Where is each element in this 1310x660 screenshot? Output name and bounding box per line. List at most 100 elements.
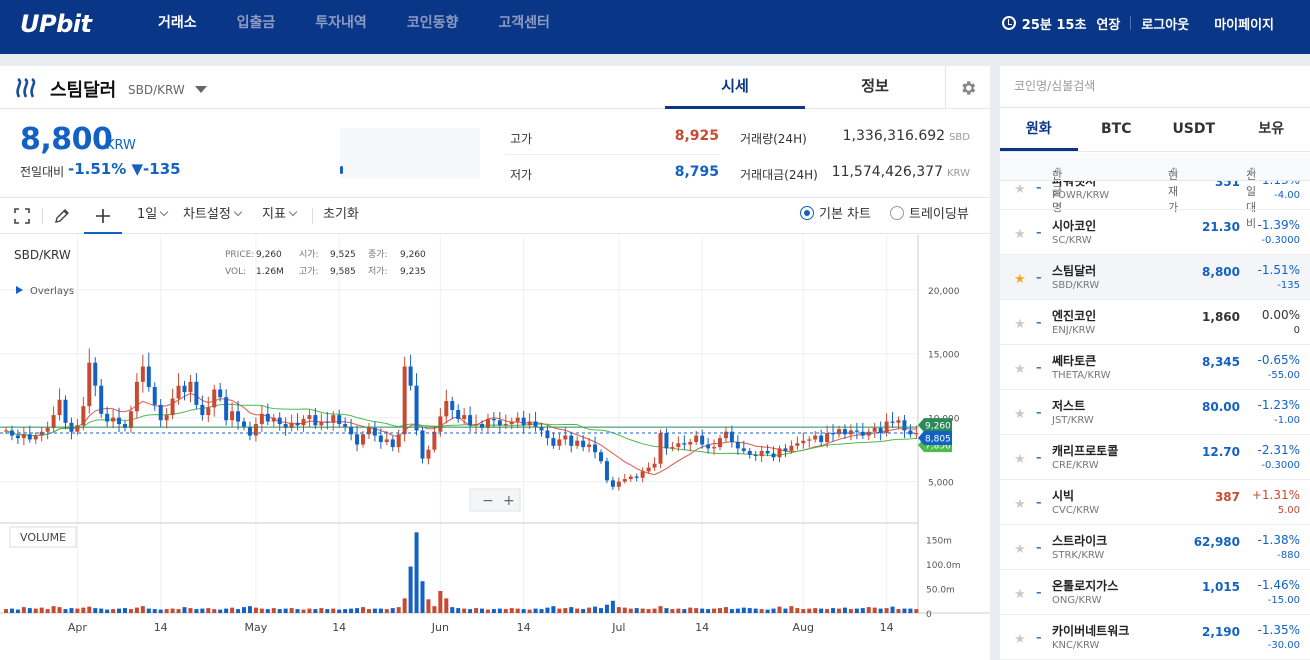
coin-row[interactable]: ★ – 캐리프로토콜 CRE/KRW 12.70 -2.31% -0.3000 bbox=[1000, 435, 1310, 480]
coin-change-pct: -1.35% bbox=[1257, 623, 1300, 637]
candle-body bbox=[509, 421, 514, 425]
tab-usdt[interactable]: USDT bbox=[1172, 121, 1216, 137]
candle-body bbox=[236, 411, 241, 422]
indicators-dropdown[interactable]: 지표 bbox=[262, 198, 298, 234]
x-axis-label: Apr bbox=[68, 621, 88, 634]
interval-dropdown[interactable]: 1일 bbox=[137, 198, 169, 234]
coin-row[interactable]: ★ – 쎄타토큰 THETA/KRW 8,345 -0.65% -55.00 bbox=[1000, 345, 1310, 390]
volume-bar bbox=[63, 609, 68, 613]
coin-row[interactable]: ★ – 시빅 CVC/KRW 387 +1.31% 5.00 bbox=[1000, 480, 1310, 525]
candle-body bbox=[349, 426, 354, 435]
coin-change-pct: -1.46% bbox=[1257, 578, 1300, 592]
settings-button[interactable] bbox=[945, 66, 990, 109]
candle-body bbox=[634, 476, 639, 478]
candle-body bbox=[474, 424, 479, 426]
extend-button[interactable]: 연장 bbox=[1096, 17, 1121, 33]
star-icon[interactable]: ★ bbox=[1014, 587, 1026, 602]
candle-body bbox=[610, 480, 615, 487]
legend-price-label: PRICE: bbox=[225, 250, 254, 260]
star-icon[interactable]: ★ bbox=[1014, 542, 1026, 557]
volume-bar bbox=[610, 600, 615, 613]
candle-body bbox=[247, 426, 252, 436]
basic-chart-radio[interactable]: 기본 차트 bbox=[800, 198, 871, 234]
coin-row[interactable]: ★– 파워렛저 POWR/KRW 351 -1.13% -4.00 bbox=[1000, 181, 1310, 210]
mypage-button[interactable]: 마이페이지 bbox=[1214, 17, 1274, 33]
coin-row[interactable]: ★ – 저스트 JST/KRW 80.00 -1.23% -1.00 bbox=[1000, 390, 1310, 435]
candle-body bbox=[819, 435, 824, 442]
chart-toolbar: 1일 차트설정 지표 초기화 기본 차트 트레이딩뷰 bbox=[0, 197, 990, 234]
volume-bar bbox=[123, 608, 127, 613]
candle-body bbox=[242, 421, 246, 427]
clock-icon bbox=[1001, 16, 1016, 30]
volume-bar bbox=[349, 608, 354, 613]
current-price-tag-bg bbox=[918, 431, 952, 446]
col-name-label: 한글명 bbox=[1052, 169, 1063, 214]
coin-name: 카이버네트워크 bbox=[1052, 624, 1130, 638]
coin-row[interactable]: ★ – 카이버네트워크 KNC/KRW 2,190 -1.35% -30.00 bbox=[1000, 615, 1310, 660]
coin-price: 12.70 bbox=[1202, 445, 1240, 459]
candle-body bbox=[747, 450, 752, 455]
star-icon[interactable]: ★ bbox=[1014, 272, 1026, 287]
candle-body bbox=[152, 386, 157, 405]
star-icon[interactable]: ★ bbox=[1014, 362, 1026, 377]
price-chart[interactable]: 20,00015,00010,0005,000Apr14May14Jun14Ju… bbox=[0, 235, 990, 660]
crosshair-button[interactable] bbox=[84, 198, 122, 234]
star-icon[interactable]: ★ bbox=[1014, 632, 1026, 647]
candle-body bbox=[99, 385, 104, 414]
volume-bar bbox=[81, 607, 86, 613]
volume-bar bbox=[777, 606, 782, 613]
star-icon[interactable]: ★ bbox=[1014, 452, 1026, 467]
coin-change-abs: -4.00 bbox=[1274, 190, 1300, 201]
tab-btc[interactable]: BTC bbox=[1101, 121, 1132, 137]
volume-bar bbox=[795, 608, 800, 613]
tab-info[interactable]: 정보 bbox=[861, 77, 889, 95]
coin-name: 쎄타토큰 bbox=[1052, 354, 1097, 368]
menu-deposit[interactable]: 입출금 bbox=[236, 15, 276, 31]
zoom-in-icon: + bbox=[503, 493, 515, 509]
candle-body bbox=[277, 417, 282, 425]
menu-support[interactable]: 고객센터 bbox=[498, 15, 550, 31]
coin-name[interactable]: 스팀달러 bbox=[50, 80, 117, 101]
menu-exchange[interactable]: 거래소 bbox=[158, 15, 197, 31]
coin-row[interactable]: ★ – 스팀달러 SBD/KRW 8,800 -1.51% -135 bbox=[1000, 255, 1310, 300]
fullscreen-button[interactable] bbox=[14, 198, 34, 234]
price-chart-svg[interactable]: 20,00015,00010,0005,000Apr14May14Jun14Ju… bbox=[0, 235, 990, 660]
draw-tool-button[interactable] bbox=[54, 198, 74, 234]
star-icon[interactable]: ★ bbox=[1014, 317, 1026, 332]
star-icon[interactable]: ★ bbox=[1014, 182, 1026, 197]
legend-vol: 1.26M bbox=[256, 267, 284, 277]
candle-body bbox=[878, 427, 883, 434]
menu-history[interactable]: 투자내역 bbox=[315, 15, 367, 31]
star-icon[interactable]: ★ bbox=[1014, 227, 1026, 242]
menu-trends[interactable]: 코인동향 bbox=[406, 15, 459, 31]
star-icon[interactable]: ★ bbox=[1014, 407, 1026, 422]
search-input[interactable]: 코인명/심볼검색 bbox=[1000, 66, 1310, 108]
minichart-dash-icon: – bbox=[1036, 406, 1042, 419]
chart-title: SBD/KRW bbox=[14, 248, 71, 262]
volume-bar bbox=[384, 609, 389, 613]
minichart-dash-icon: – bbox=[1036, 631, 1042, 644]
candle-body bbox=[319, 421, 324, 426]
coin-price: 8,345 bbox=[1202, 355, 1240, 369]
upbit-logo[interactable]: UPbit bbox=[20, 10, 92, 38]
coin-row[interactable]: ★ – 온톨로지가스 ONG/KRW 1,015 -1.46% -15.00 bbox=[1000, 570, 1310, 615]
volume-bar bbox=[557, 608, 562, 613]
chart-settings-dropdown[interactable]: 차트설정 bbox=[183, 198, 243, 234]
tab-krw[interactable]: 원화 bbox=[1000, 109, 1078, 151]
chevron-down-icon[interactable] bbox=[195, 86, 207, 93]
logout-button[interactable]: 로그아웃 bbox=[1141, 17, 1190, 33]
tradingview-radio[interactable]: 트레이딩뷰 bbox=[890, 198, 969, 234]
coin-row[interactable]: ★ – 엔진코인 ENJ/KRW 1,860 0.00% 0 bbox=[1000, 300, 1310, 345]
coin-row[interactable]: ★ – 시아코인 SC/KRW 21.30 -1.39% -0.3000 bbox=[1000, 210, 1310, 255]
coin-name: 시아코인 bbox=[1052, 219, 1097, 233]
minichart-dash-icon: – bbox=[1036, 226, 1042, 239]
tab-holdings[interactable]: 보유 bbox=[1258, 121, 1285, 137]
play-right-icon bbox=[16, 286, 23, 294]
volume-bar bbox=[587, 607, 592, 613]
tab-price[interactable]: 시세 bbox=[665, 66, 805, 109]
coin-row[interactable]: ★ – 스트라이크 STRK/KRW 62,980 -1.38% -880 bbox=[1000, 525, 1310, 570]
star-icon[interactable]: ★ bbox=[1014, 497, 1026, 512]
reset-button[interactable]: 초기화 bbox=[323, 207, 359, 222]
volume-bar bbox=[87, 606, 92, 613]
x-axis-label: Jul bbox=[611, 621, 625, 634]
